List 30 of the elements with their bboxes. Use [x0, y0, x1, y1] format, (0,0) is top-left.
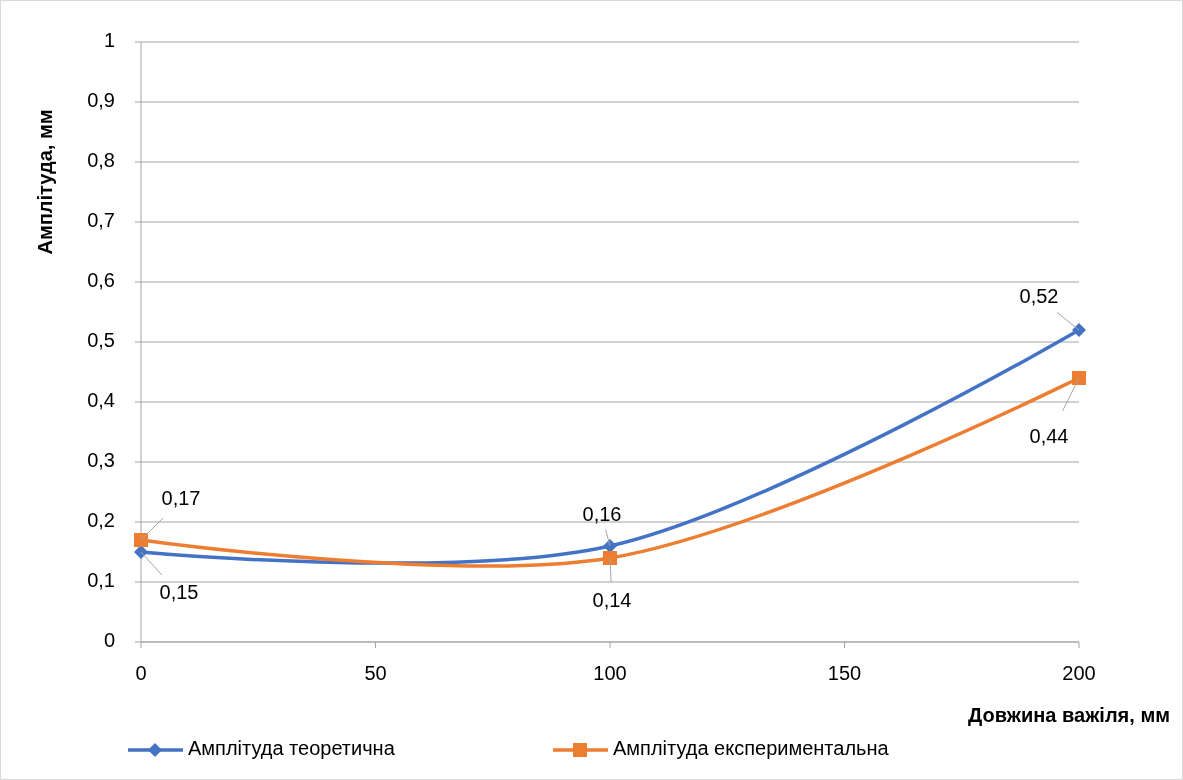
x-tick-label: 100 — [593, 662, 627, 684]
y-tick-label: 0,2 — [87, 509, 115, 532]
point — [603, 551, 617, 565]
y-tick-label: 0,7 — [87, 209, 115, 232]
y-tick-label: 0 — [103, 629, 115, 652]
data-label: 0,15 — [159, 581, 199, 604]
data-label: 0,17 — [161, 487, 201, 510]
point — [134, 533, 148, 547]
data-label: 0,16 — [582, 503, 622, 526]
legend-label: Амплітуда теоретична — [188, 737, 396, 760]
y-tick-label: 0,4 — [87, 389, 115, 412]
x-tick-label: 150 — [827, 662, 862, 684]
y-tick-label: 1 — [103, 29, 115, 52]
x-axis-title: Довжина важіля, мм — [968, 704, 1170, 726]
x-tick-label: 200 — [1062, 662, 1096, 684]
y-tick-label: 0,8 — [87, 149, 115, 172]
y-tick-label: 0,6 — [87, 269, 115, 292]
point — [1072, 323, 1086, 337]
y-axis-title: Амплітуда, мм — [34, 109, 56, 255]
y-tick-label: 0,9 — [87, 89, 115, 112]
x-tick-label: 50 — [364, 662, 387, 684]
y-tick-label: 0,5 — [87, 329, 115, 352]
legend-label: Амплітуда експериментальна — [613, 737, 890, 760]
y-tick-label: 0,3 — [87, 449, 115, 472]
y-tick-label: 0,1 — [87, 569, 115, 592]
x-tick-label: 0 — [135, 662, 147, 684]
point — [1072, 371, 1086, 385]
data-label: 0,44 — [1029, 425, 1069, 448]
data-label: 0,14 — [592, 589, 632, 612]
data-label: 0,52 — [1019, 285, 1059, 308]
